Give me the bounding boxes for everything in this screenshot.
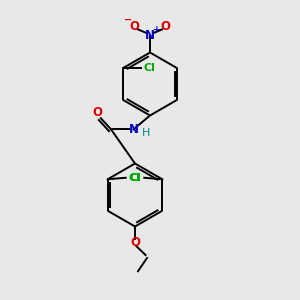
Text: O: O [160,20,171,33]
Text: N: N [145,28,155,42]
Text: N: N [128,123,139,136]
Text: −: − [124,14,132,25]
Text: O: O [92,106,102,119]
Text: O: O [130,236,140,249]
Text: H: H [142,128,150,138]
Text: Cl: Cl [129,173,141,183]
Text: Cl: Cl [144,63,156,73]
Text: O: O [129,20,140,33]
Text: +: + [153,25,160,34]
Text: Cl: Cl [128,173,140,183]
